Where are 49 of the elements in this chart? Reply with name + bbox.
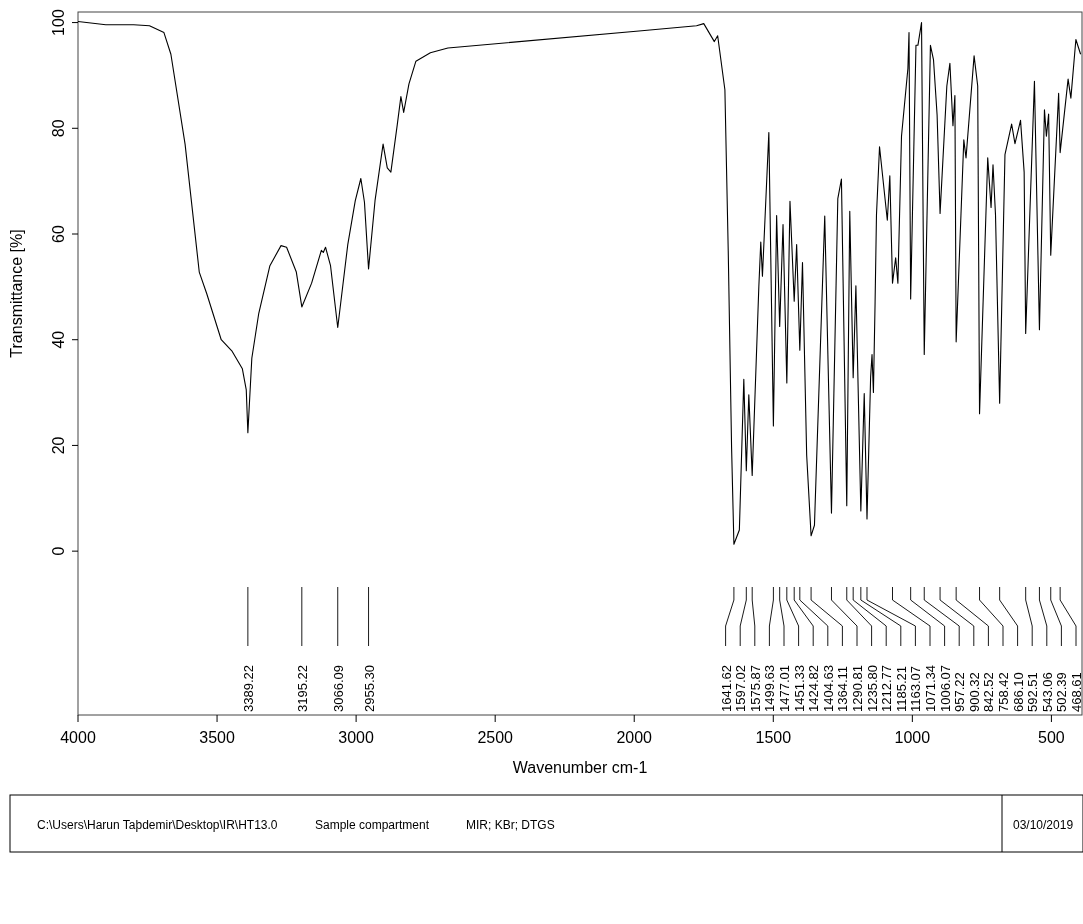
x-tick-label: 3500 (199, 729, 235, 746)
annotation: 1424.82 (806, 665, 822, 712)
x-axis-title: Wavenumber cm-1 (512, 759, 648, 776)
annotation: 1499.63 (762, 665, 778, 712)
y-tick-label: 80 (50, 119, 67, 138)
y-axis-title: Transmittance [%] (8, 229, 25, 358)
annotation: 1451.33 (791, 665, 807, 712)
annotation: 468.61 (1069, 672, 1083, 712)
y-tick-label: 60 (50, 225, 67, 243)
annotation: 1006.07 (937, 665, 953, 712)
annotation: 543.06 (1039, 672, 1055, 712)
x-tick-label: 4000 (60, 729, 96, 746)
y-tick-label: 0 (50, 546, 67, 556)
x-tick-label: 2000 (616, 729, 653, 746)
text: C:\Users\Harun Taþdemir\Desktop\IR\HT13.0 (37, 818, 278, 832)
x-tick-label: 2500 (477, 729, 514, 746)
annotation: 900.32 (966, 672, 982, 712)
annotation: 592.51 (1025, 672, 1041, 712)
annotation: 1235.80 (864, 665, 880, 712)
annotation: 1477.01 (777, 665, 792, 712)
text: MIR; KBr; DTGS (466, 818, 555, 832)
annotation: 1185.21 (893, 665, 909, 712)
annotation: 1290.81 (850, 665, 865, 712)
x-tick-label: 500 (1038, 729, 1065, 746)
y-tick-label: 100 (50, 9, 67, 36)
annotation: 2955.30 (361, 665, 377, 712)
x-tick-label: 3000 (338, 729, 375, 746)
annotation: 1575.87 (747, 665, 763, 712)
annotation: 1641.62 (718, 665, 734, 712)
annotation: 502.39 (1054, 672, 1070, 712)
y-tick-label: 40 (50, 330, 67, 349)
annotation: 3066.09 (330, 665, 346, 712)
x-tick-label: 1500 (755, 729, 792, 746)
text: Sample compartment (315, 818, 430, 832)
annotation: 1163.07 (908, 665, 924, 712)
annotation: 3195.22 (294, 665, 310, 712)
annotation: 1364.11 (835, 665, 851, 712)
x-tick-label: 1000 (894, 729, 931, 746)
annotation: 1212.77 (879, 665, 895, 712)
annotation: 1404.63 (820, 665, 836, 712)
annotation: 686.10 (1010, 672, 1026, 712)
annotation: 842.52 (981, 672, 997, 712)
annotation: 3389.22 (240, 665, 256, 712)
annotation: 1597.02 (733, 665, 749, 712)
annotation: 1071.34 (923, 665, 938, 712)
annotation: 957.22 (952, 672, 968, 712)
text: 03/10/2019 (1013, 818, 1074, 832)
y-tick-label: 20 (50, 436, 67, 455)
annotation: 758.42 (996, 672, 1011, 712)
